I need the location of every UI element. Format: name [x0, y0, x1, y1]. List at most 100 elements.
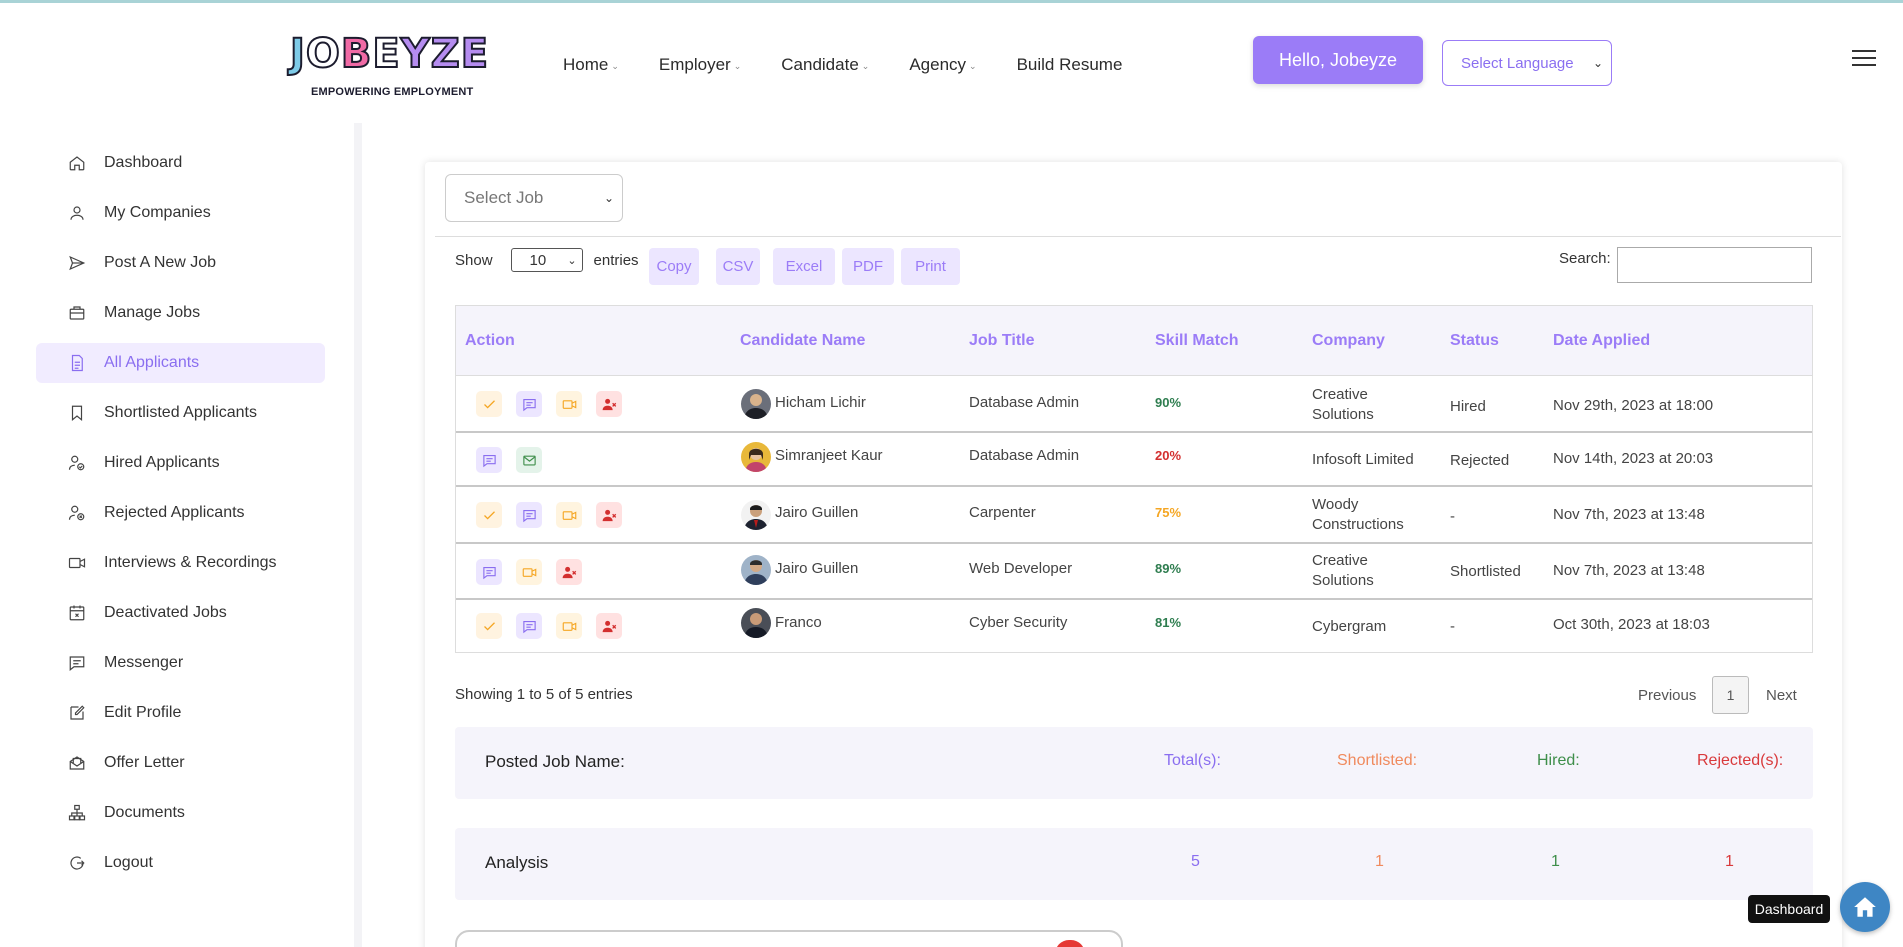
hire-check-icon[interactable] — [476, 502, 502, 528]
page-1-button[interactable]: 1 — [1712, 676, 1749, 714]
video-call-icon[interactable] — [556, 613, 582, 639]
date-applied: Nov 7th, 2023 at 13:48 — [1553, 562, 1705, 579]
entries-label: entries — [593, 251, 639, 269]
chat-icon[interactable] — [476, 447, 502, 473]
hire-check-icon[interactable] — [476, 391, 502, 417]
company: Woody Constructions — [1312, 496, 1404, 533]
applicants-panel: Select Job ⌄ Show 10 ⌄ entries Copy CSV … — [425, 162, 1842, 947]
copy-button[interactable]: Copy — [649, 248, 699, 285]
nav-employer[interactable]: Employer ⌄ — [658, 55, 742, 74]
language-select[interactable]: Select Language ⌄ — [1442, 40, 1612, 86]
candidate-name[interactable]: Jairo Guillen — [775, 504, 859, 521]
applicants-table: Action Candidate Name Job Title Skill Ma… — [455, 305, 1813, 653]
reject-user-icon[interactable] — [596, 502, 622, 528]
total-count: 5 — [1191, 853, 1200, 870]
select-job-dropdown[interactable]: Select Job ⌄ — [445, 174, 623, 222]
avatar — [741, 442, 771, 472]
sidebar-item-label: Documents — [104, 804, 185, 821]
chat-icon[interactable] — [516, 502, 542, 528]
video-call-icon[interactable] — [556, 502, 582, 528]
sidebar-item-dashboard[interactable]: Dashboard — [36, 143, 325, 183]
company: Cybergram — [1312, 618, 1387, 635]
header-status[interactable]: Status — [1450, 332, 1499, 349]
chevron-down-icon: ⌄ — [567, 254, 577, 267]
sidebar-item-manage-jobs[interactable]: Manage Jobs — [36, 293, 325, 333]
sidebar-item-documents[interactable]: Documents — [36, 793, 325, 833]
mail-icon[interactable] — [516, 447, 542, 473]
sidebar-item-offer-letter[interactable]: Offer Letter — [36, 743, 325, 783]
header-skill-match[interactable]: Skill Match — [1155, 332, 1239, 349]
sidebar-item-rejected-applicants[interactable]: Rejected Applicants — [36, 493, 325, 533]
next-page-button[interactable]: Next — [1766, 687, 1797, 704]
home-fab-button[interactable] — [1840, 882, 1890, 932]
sidebar-item-shortlisted-applicants[interactable]: Shortlisted Applicants — [36, 393, 325, 433]
entries-per-page-select[interactable]: 10 ⌄ — [510, 248, 583, 272]
nav-candidate[interactable]: Candidate ⌄ — [781, 55, 870, 74]
candidate-name[interactable]: Jairo Guillen — [775, 560, 859, 577]
skill-match: 20% — [1155, 448, 1182, 463]
sidebar-item-label: Manage Jobs — [104, 304, 201, 321]
status-badge: - — [1450, 618, 1455, 635]
pdf-button[interactable]: PDF — [842, 248, 894, 285]
jobeyze-logo[interactable]: JOBEYZE EMPOWERING EMPLOYMENT — [289, 30, 500, 103]
search-label: Search: — [1559, 250, 1611, 267]
user-check-icon — [68, 454, 86, 472]
csv-button[interactable]: CSV — [716, 248, 760, 285]
header-job-title[interactable]: Job Title — [969, 332, 1035, 349]
sidebar-item-messenger[interactable]: Messenger — [36, 643, 325, 683]
bookmark-icon — [68, 404, 86, 422]
sidebar-item-label: Post A New Job — [104, 254, 217, 271]
show-entries: Show 10 ⌄ entries — [455, 248, 639, 272]
sidebar-item-label: Logout — [104, 854, 153, 871]
hamburger-menu-icon[interactable] — [1852, 50, 1876, 68]
chevron-down-icon: ⌄ — [969, 61, 977, 71]
chevron-down-icon: ⌄ — [603, 191, 614, 205]
posted-job-summary: Posted Job Name: Total(s): Shortlisted: … — [455, 727, 1813, 799]
sidebar-item-hired-applicants[interactable]: Hired Applicants — [36, 443, 325, 483]
chart-container-partial — [455, 930, 1123, 947]
header-action[interactable]: Action — [465, 332, 515, 349]
search-input[interactable] — [1617, 247, 1812, 283]
sidebar-item-logout[interactable]: Logout — [36, 843, 325, 883]
sidebar-item-label: Dashboard — [104, 154, 183, 171]
header-candidate-name[interactable]: Candidate Name — [740, 332, 866, 349]
user-x-icon — [68, 504, 86, 522]
chat-icon[interactable] — [476, 559, 502, 585]
site-header: JOBEYZE EMPOWERING EMPLOYMENT Home ⌄ Empl… — [0, 3, 1903, 123]
chart-slice-partial — [1055, 940, 1085, 947]
sidebar-item-post-new-job[interactable]: Post A New Job — [36, 243, 325, 283]
sidebar-item-edit-profile[interactable]: Edit Profile — [36, 693, 325, 733]
reject-user-icon[interactable] — [596, 613, 622, 639]
nav-build-resume[interactable]: Build Resume — [1016, 55, 1123, 74]
table-row: Jairo Guillen Carpenter 75% Woody Constru… — [456, 487, 1812, 544]
chat-icon[interactable] — [516, 391, 542, 417]
candidate-name[interactable]: Hicham Lichir — [775, 394, 866, 411]
status-badge: - — [1450, 508, 1455, 525]
hire-check-icon[interactable] — [476, 613, 502, 639]
video-call-icon[interactable] — [556, 391, 582, 417]
chat-icon[interactable] — [516, 613, 542, 639]
reject-user-icon[interactable] — [556, 559, 582, 585]
sidebar-item-interviews-recordings[interactable]: Interviews & Recordings — [36, 543, 325, 583]
nav-home[interactable]: Home ⌄ — [563, 55, 619, 74]
sidebar-item-deactivated-jobs[interactable]: Deactivated Jobs — [36, 593, 325, 633]
reject-user-icon[interactable] — [596, 391, 622, 417]
candidate-name[interactable]: Simranjeet Kaur — [775, 447, 883, 464]
panel-divider — [435, 236, 1841, 237]
header-company[interactable]: Company — [1312, 332, 1385, 349]
print-button[interactable]: Print — [901, 248, 960, 285]
sidebar-item-label: Messenger — [104, 654, 184, 671]
previous-page-button[interactable]: Previous — [1638, 687, 1697, 704]
table-row: Jairo Guillen Web Developer 89% Creative… — [456, 544, 1812, 600]
date-applied: Nov 7th, 2023 at 13:48 — [1553, 506, 1705, 523]
sidebar-item-all-applicants[interactable]: All Applicants — [36, 343, 325, 383]
video-call-icon[interactable] — [516, 559, 542, 585]
chevron-down-icon: ⌄ — [1592, 56, 1603, 70]
header-date-applied[interactable]: Date Applied — [1553, 332, 1651, 349]
sidebar-item-my-companies[interactable]: My Companies — [36, 193, 325, 233]
hello-user-button[interactable]: Hello, Jobeyze — [1253, 36, 1423, 84]
nav-agency[interactable]: Agency ⌄ — [909, 55, 977, 74]
candidate-name[interactable]: Franco — [775, 614, 822, 631]
sitemap-icon — [68, 804, 86, 822]
excel-button[interactable]: Excel — [773, 248, 835, 285]
